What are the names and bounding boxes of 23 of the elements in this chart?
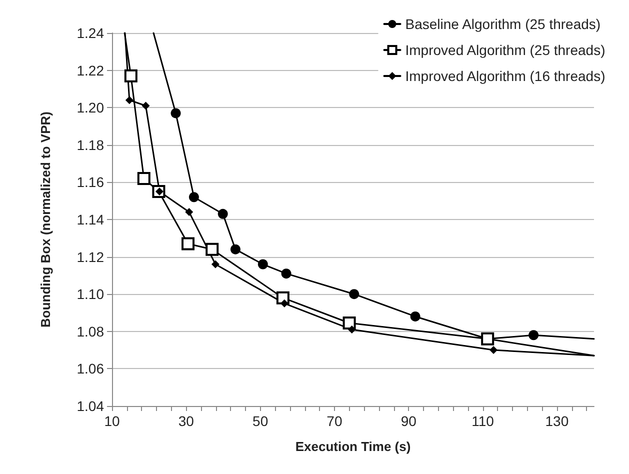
x-tick-label: 130 bbox=[545, 413, 569, 429]
y-tick-label: 1.08 bbox=[76, 323, 104, 340]
y-tick-label: 1.22 bbox=[76, 62, 104, 78]
legend-label: Improved Algorithm (25 threads) bbox=[405, 42, 606, 58]
legend-label: Baseline Algorithm (25 threads) bbox=[405, 16, 601, 32]
x-tick-label: 90 bbox=[400, 413, 417, 429]
x-axis-title: Execution Time (s) bbox=[295, 439, 411, 454]
y-tick-label: 1.14 bbox=[76, 212, 104, 228]
y-tick-label: 1.12 bbox=[76, 248, 104, 265]
y-tick-label: 1.06 bbox=[76, 360, 104, 377]
x-tick-label: 10 bbox=[104, 413, 120, 429]
x-tick-label: 30 bbox=[178, 413, 194, 429]
y-tick-label: 1.16 bbox=[76, 174, 104, 190]
y-tick-label: 1.10 bbox=[76, 286, 104, 302]
y-tick-label: 1.18 bbox=[76, 136, 104, 153]
y-tick-label: 1.20 bbox=[76, 100, 104, 116]
x-tick-label: 110 bbox=[472, 413, 494, 429]
y-tick-label: 1.04 bbox=[76, 398, 104, 414]
y-tick-label: 1.24 bbox=[76, 25, 104, 41]
y-axis-title: Bounding Box (normalized to VPR) bbox=[38, 112, 53, 328]
x-tick-label: 50 bbox=[252, 413, 268, 429]
legend-label: Improved Algorithm (16 threads) bbox=[405, 68, 606, 84]
x-tick-label: 70 bbox=[326, 413, 342, 429]
